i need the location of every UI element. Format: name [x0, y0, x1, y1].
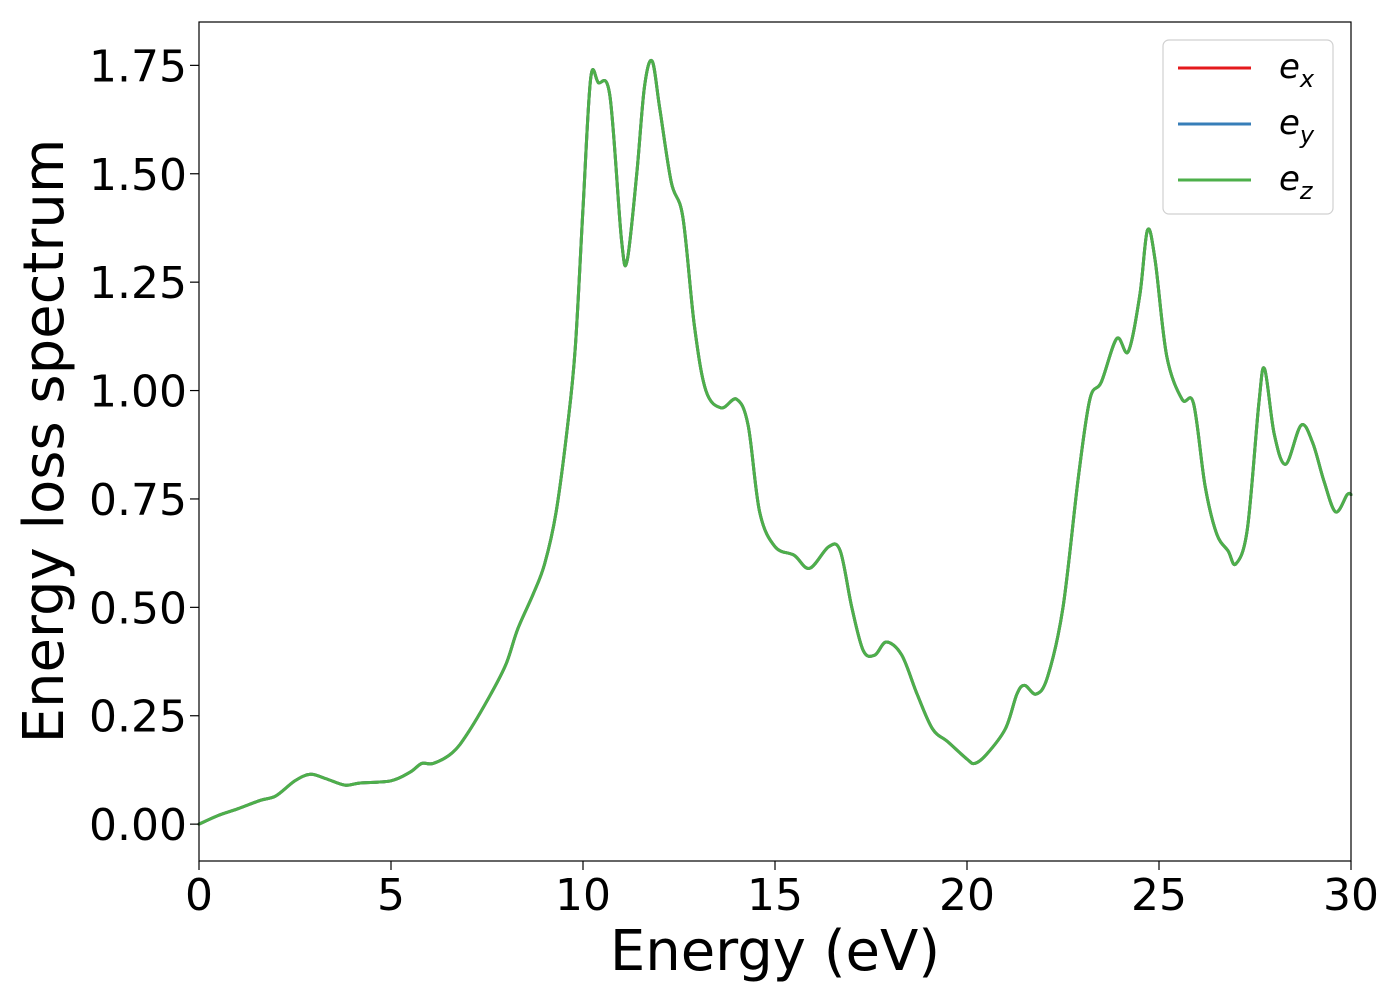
x-tick-label: 15	[747, 870, 803, 921]
x-tick-label: 10	[555, 870, 611, 921]
y-tick-label: 1.25	[89, 258, 187, 309]
y-axis-title: Energy loss spectrum	[12, 139, 77, 744]
x-tick-label: 5	[377, 870, 405, 921]
y-tick-label: 0.00	[89, 800, 187, 851]
y-tick-label: 1.75	[89, 41, 187, 92]
series-line-e-z	[197, 58, 1353, 826]
y-tick-label: 0.25	[89, 692, 187, 743]
y-tick-label: 0.75	[89, 475, 187, 526]
x-tick-label: 25	[1131, 870, 1187, 921]
y-tick-label: 1.50	[89, 150, 187, 201]
y-tick-label: 0.50	[89, 583, 187, 634]
x-axis-title: Energy (eV)	[610, 919, 940, 984]
y-tick-label: 1.00	[89, 367, 187, 418]
x-tick-label: 30	[1323, 870, 1379, 921]
x-tick-label: 20	[939, 870, 995, 921]
x-axis: 0 5 10 15 20 25 30	[185, 861, 1379, 921]
series-layer	[197, 58, 1353, 826]
legend-box	[1162, 39, 1334, 215]
x-tick-label: 0	[185, 870, 213, 921]
y-axis: 0.00 0.25 0.50 0.75 1.00 1.25 1.50 1.75	[89, 41, 199, 851]
